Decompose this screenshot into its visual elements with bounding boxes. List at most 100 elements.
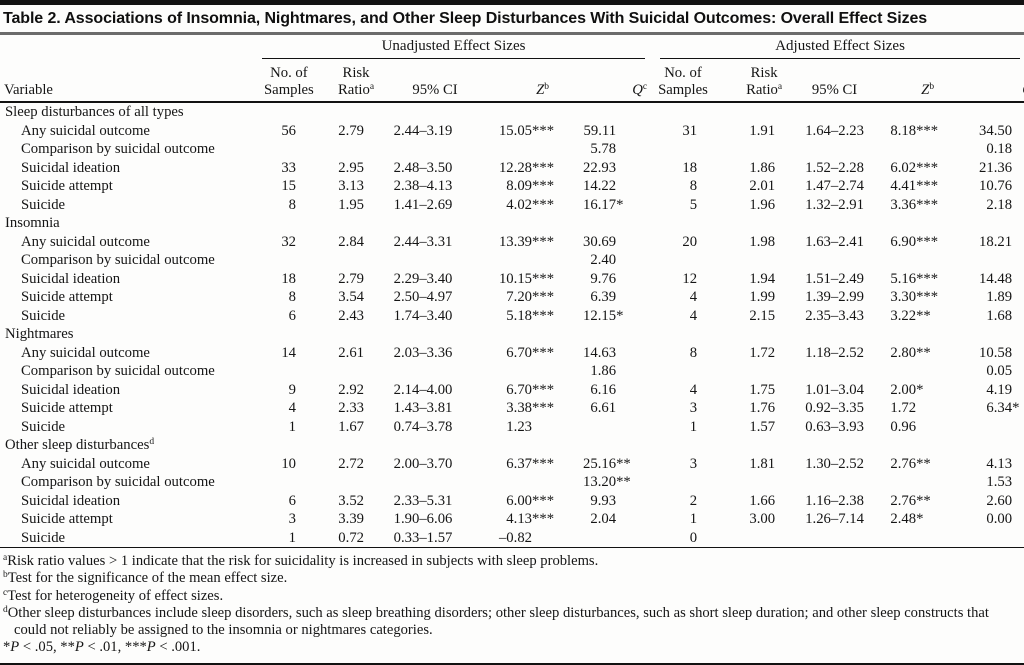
group-gap — [618, 35, 650, 59]
adjusted-risk-ratio-cell: 1.86 — [749, 159, 776, 176]
row-label: Suicide — [21, 307, 66, 324]
col-header-unadjusted-ci: 95% CI — [366, 59, 466, 103]
unadjusted-ci-cell: 1.43–3.81 — [393, 400, 453, 416]
unadjusted-q-cell — [534, 418, 618, 437]
group-header-row: Unadjusted Effect Sizes Adjusted Effect … — [0, 35, 1024, 59]
unadjusted-samples-cell: 14 — [281, 344, 296, 361]
unadjusted-z-cell: 7.20*** — [506, 289, 555, 305]
adjusted-q-cell: 1.68 — [986, 307, 1013, 324]
unadjusted-z-cell: 12.28*** — [498, 159, 555, 176]
column-gap — [618, 140, 650, 159]
unadjusted-ci-cell: 0.74–3.78 — [393, 418, 453, 435]
adjusted-q-cell — [918, 251, 1024, 270]
col-header-adjusted-risk-ratio: Risk Ratioa — [700, 59, 782, 103]
col-header-unadjusted-z: Zb — [466, 59, 549, 103]
unadjusted-q-cell: 22.93 — [583, 159, 617, 176]
unadjusted-q-cell: 9.93 — [590, 492, 617, 509]
row-label: Comparison by suicidal outcome — [21, 474, 215, 490]
unadjusted-z-cell: 6.70*** — [506, 344, 555, 361]
adjusted-risk-ratio-cell — [700, 140, 777, 159]
adjusted-ci-cell: 1.47–2.74 — [805, 178, 864, 194]
unadjusted-q-cell: 2.04 — [590, 511, 617, 527]
unadjusted-z-cell: 15.05*** — [498, 122, 555, 139]
unadjusted-samples-cell: 10 — [281, 455, 296, 472]
adjusted-risk-ratio-cell: 2.15 — [749, 307, 776, 324]
col-header-unadjusted-risk-ratio: Risk Ratioa — [298, 59, 374, 103]
unadjusted-risk-ratio-cell: 2.84 — [338, 233, 364, 250]
unadjusted-risk-ratio-cell: 3.52 — [338, 492, 364, 509]
row-label: Any suicidal outcome — [21, 344, 150, 361]
unadjusted-samples-cell: 32 — [281, 233, 296, 250]
sig-part-1: *P < .05, — [3, 639, 60, 655]
adjusted-z-cell: 2.76** — [890, 455, 931, 472]
unadjusted-ci-cell: 1.90–6.06 — [393, 511, 453, 527]
adjusted-risk-ratio-cell — [700, 251, 777, 270]
adjusted-ci-cell — [777, 473, 876, 492]
adjusted-samples-cell: 2 — [689, 492, 698, 509]
sig-stars-1: * — [3, 639, 11, 656]
unadjusted-risk-ratio-cell: 2.92 — [338, 381, 364, 398]
data-row: Suicide 1 1.67 0.74–3.78 1.23 1 1.57 0.63–3.93 0… — [0, 418, 1024, 437]
table-title: Table 2. Associations of Insomnia, Night… — [3, 10, 928, 27]
row-label: Suicide attempt — [21, 289, 113, 305]
adjusted-q-cell: 0.05 — [986, 363, 1013, 379]
adjusted-ci-cell — [777, 529, 876, 548]
adjusted-risk-ratio-cell: 1.99 — [749, 289, 776, 305]
col-header-unadjusted-samples: No. of Samples — [252, 59, 314, 103]
footnote-marker-b: b — [3, 570, 8, 581]
unadjusted-z-cell: 5.18*** — [506, 307, 555, 324]
column-gap — [618, 492, 650, 511]
unadjusted-q-cell: 6.61 — [590, 400, 617, 416]
col-header-adjusted-samples: No. of Samples — [650, 59, 708, 103]
column-gap — [618, 270, 650, 289]
adjusted-z-cell — [876, 362, 918, 381]
adjusted-ci-cell: 1.39–2.99 — [805, 289, 864, 305]
adjusted-risk-ratio-cell: 1.76 — [749, 400, 776, 416]
data-row: Suicide 1 0.72 0.33–1.57 –0.82 0 — [0, 529, 1024, 548]
adjusted-risk-ratio-cell: 1.81 — [749, 455, 776, 472]
row-label: Suicide — [21, 418, 66, 435]
unadjusted-samples-cell: 18 — [281, 270, 296, 287]
adjusted-ci-cell — [777, 362, 876, 381]
section-label: Other sleep disturbancesd — [5, 437, 155, 453]
column-gap — [618, 529, 650, 548]
unadjusted-samples-cell: 33 — [281, 159, 296, 176]
unadjusted-risk-ratio-cell — [298, 140, 366, 159]
row-label: Suicide attempt — [21, 400, 113, 416]
unadjusted-samples-cell: 8 — [288, 289, 296, 305]
sig-stars-2: ** — [60, 639, 75, 656]
unadjusted-samples-cell: 8 — [288, 196, 296, 213]
adjusted-samples-cell — [650, 362, 700, 381]
column-gap — [618, 251, 650, 270]
sig-cond-1: < .05, — [19, 639, 61, 656]
data-row: Comparison by suicidal outcome 13.20** 1.5… — [0, 473, 1024, 492]
section-header-row: Insomnia — [0, 214, 1024, 233]
adjusted-ci-cell — [777, 140, 876, 159]
column-gap — [618, 59, 651, 103]
column-gap — [618, 510, 650, 529]
unadjusted-q-cell: 14.63 — [583, 344, 617, 361]
adjusted-ci-cell: 2.35–3.43 — [805, 307, 864, 324]
adjusted-q-cell — [918, 529, 1024, 548]
adjusted-risk-ratio-cell: 3.00 — [749, 511, 776, 527]
adjusted-samples-cell: 4 — [689, 381, 698, 398]
variable-header: Variable — [0, 59, 252, 103]
footnote-b: bTest for the significance of the mean e… — [3, 570, 1020, 587]
adjusted-z-cell: 2.80** — [890, 344, 931, 361]
adjusted-ci-cell: 1.32–2.91 — [805, 196, 864, 213]
data-row: Comparison by suicidal outcome 1.86 0.05 — [0, 362, 1024, 381]
unadjusted-ci-cell — [366, 140, 466, 159]
unadjusted-q-cell: 5.78 — [590, 141, 617, 157]
unadjusted-ci-cell — [366, 362, 466, 381]
column-gap — [618, 362, 650, 381]
data-row: Suicide 6 2.43 1.74–3.40 5.18*** 12.15* 4 2.15 2… — [0, 307, 1024, 326]
adjusted-ci-cell: 1.51–2.49 — [805, 270, 864, 287]
unadjusted-q-cell: 1.86 — [590, 363, 617, 379]
adjusted-z-cell: 3.30*** — [890, 289, 939, 305]
unadjusted-z-cell — [466, 251, 534, 270]
unadjusted-samples-cell: 15 — [281, 178, 296, 194]
col-header-unadjusted-q: Qc — [534, 59, 647, 103]
adjusted-z-cell: 6.02*** — [890, 159, 939, 176]
footnote-c: cTest for heterogeneity of effect sizes. — [3, 588, 1020, 605]
adjusted-z-cell: 4.41*** — [890, 178, 939, 194]
